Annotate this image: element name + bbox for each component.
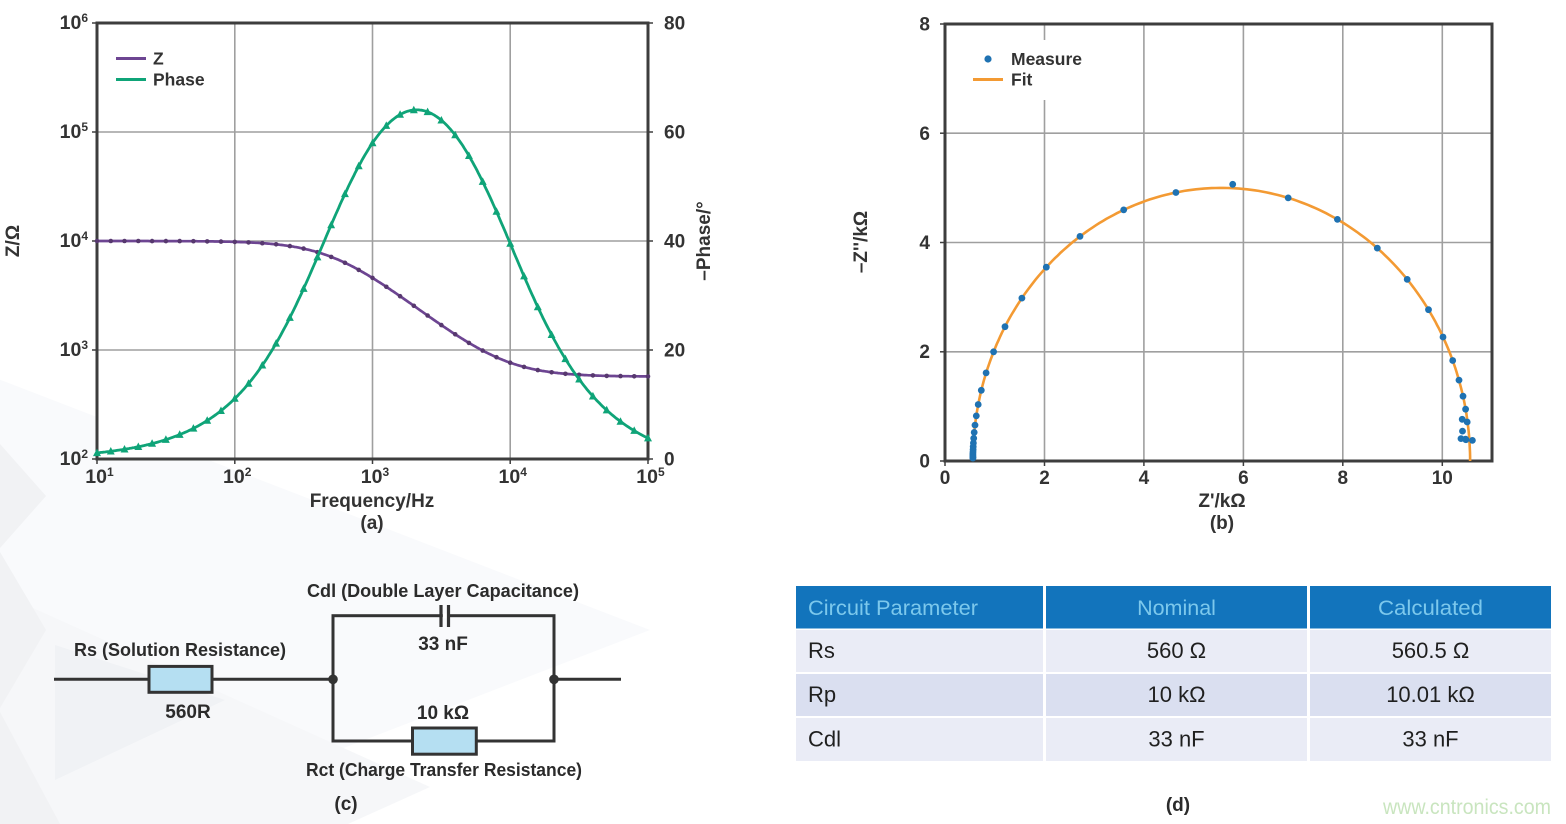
svg-text:105: 105 bbox=[60, 120, 89, 143]
svg-text:Measure: Measure bbox=[1011, 49, 1082, 69]
svg-text:Z'/kΩ: Z'/kΩ bbox=[1198, 491, 1245, 512]
svg-text:2: 2 bbox=[919, 342, 930, 363]
svg-text:Cdl: Cdl bbox=[808, 727, 841, 752]
svg-text:33 nF: 33 nF bbox=[1402, 727, 1458, 752]
svg-text:Calculated: Calculated bbox=[1378, 596, 1483, 620]
svg-text:Circuit Parameter: Circuit Parameter bbox=[808, 596, 978, 620]
svg-text:103: 103 bbox=[361, 465, 390, 488]
svg-text:10.01 kΩ: 10.01 kΩ bbox=[1386, 682, 1475, 707]
svg-text:Frequency/Hz: Frequency/Hz bbox=[310, 491, 435, 512]
svg-text:103: 103 bbox=[60, 338, 89, 361]
svg-text:(d): (d) bbox=[1166, 795, 1190, 816]
svg-text:(c): (c) bbox=[334, 794, 357, 815]
svg-text:104: 104 bbox=[60, 229, 89, 252]
svg-text:105: 105 bbox=[636, 465, 665, 488]
svg-text:10 kΩ: 10 kΩ bbox=[1147, 682, 1205, 707]
svg-text:102: 102 bbox=[60, 447, 89, 470]
svg-text:10 kΩ: 10 kΩ bbox=[417, 703, 469, 724]
svg-text:Z: Z bbox=[153, 49, 164, 69]
svg-text:6: 6 bbox=[1238, 468, 1249, 489]
svg-text:(a): (a) bbox=[360, 513, 383, 534]
svg-text:560 Ω: 560 Ω bbox=[1147, 638, 1206, 663]
svg-text:60: 60 bbox=[664, 123, 685, 144]
svg-text:Fit: Fit bbox=[1011, 70, 1033, 90]
svg-text:(b): (b) bbox=[1210, 513, 1234, 534]
svg-text:4: 4 bbox=[1139, 468, 1150, 489]
svg-text:560.5 Ω: 560.5 Ω bbox=[1392, 638, 1470, 663]
svg-text:0: 0 bbox=[919, 452, 930, 473]
svg-text:102: 102 bbox=[223, 465, 252, 488]
svg-text:Rct (Charge Transfer Resistanc: Rct (Charge Transfer Resistance) bbox=[306, 760, 582, 780]
svg-text:20: 20 bbox=[664, 341, 685, 362]
svg-text:0: 0 bbox=[940, 468, 951, 489]
svg-text:Rp: Rp bbox=[808, 682, 836, 707]
svg-text:33 nF: 33 nF bbox=[418, 634, 468, 655]
svg-text:101: 101 bbox=[85, 465, 114, 488]
svg-text:Rs: Rs bbox=[808, 638, 835, 663]
svg-text:104: 104 bbox=[499, 465, 528, 488]
svg-text:6: 6 bbox=[919, 124, 930, 145]
svg-text:www.cntronics.com: www.cntronics.com bbox=[1382, 795, 1551, 819]
svg-text:–Z''/kΩ: –Z''/kΩ bbox=[851, 211, 872, 273]
svg-text:33 nF: 33 nF bbox=[1148, 727, 1204, 752]
svg-text:8: 8 bbox=[1338, 468, 1349, 489]
svg-text:Phase: Phase bbox=[153, 70, 205, 90]
svg-text:–Phase/°: –Phase/° bbox=[694, 201, 715, 280]
svg-text:0: 0 bbox=[664, 450, 675, 471]
svg-text:4: 4 bbox=[919, 233, 930, 254]
svg-text:10: 10 bbox=[1432, 468, 1453, 489]
svg-text:Z/Ω: Z/Ω bbox=[3, 225, 24, 257]
svg-text:Cdl (Double Layer Capacitance): Cdl (Double Layer Capacitance) bbox=[307, 581, 579, 601]
svg-text:Nominal: Nominal bbox=[1137, 596, 1216, 620]
svg-text:40: 40 bbox=[664, 232, 685, 253]
svg-text:8: 8 bbox=[919, 15, 930, 36]
svg-text:2: 2 bbox=[1039, 468, 1050, 489]
svg-text:560R: 560R bbox=[165, 702, 211, 723]
svg-text:80: 80 bbox=[664, 14, 685, 35]
svg-text:Rs (Solution Resistance): Rs (Solution Resistance) bbox=[74, 640, 286, 660]
svg-text:106: 106 bbox=[60, 11, 89, 34]
